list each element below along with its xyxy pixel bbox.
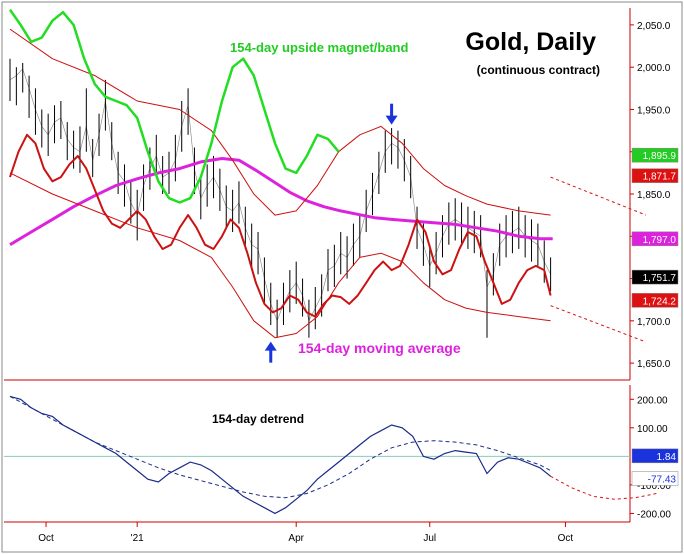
y-tick-label: 1,700.0 <box>637 317 671 328</box>
magnet-line <box>8 8 340 204</box>
chart-title: Gold, Daily <box>465 28 596 56</box>
detrend-panel: 200.00 100.00 -100.00 -200.00 1.84 -77.43 15… <box>4 385 679 523</box>
band_upper-line <box>9 28 551 216</box>
last-value-tag: 1.84 <box>631 448 679 464</box>
detrend_projection <box>550 475 657 500</box>
detrend_cycle-line <box>9 395 551 499</box>
price-line <box>9 68 551 322</box>
lower_projection <box>550 305 647 343</box>
chart-subtitle: (continuous contract) <box>477 63 600 77</box>
moving-average-annotation: 154-day moving average <box>298 340 461 356</box>
last-value-tag: 1,797.0 <box>631 231 679 247</box>
detrend-title: 154-day detrend <box>212 412 304 426</box>
last-value-label: 1,724.2 <box>643 296 677 307</box>
y-tick-label: 2,000.0 <box>637 63 671 74</box>
x-tick-label: Jul <box>423 533 436 544</box>
x-tick-label: '21 <box>131 533 144 544</box>
last-value-label: 1.84 <box>657 452 677 463</box>
last-value-box <box>631 168 679 183</box>
x-tick-label: Oct <box>38 533 54 544</box>
last-value-box <box>631 448 679 464</box>
y-tick-label: 1,950.0 <box>637 105 671 116</box>
last-value-box <box>631 231 679 247</box>
last-value-box <box>631 147 679 163</box>
last-value-tag: 1,895.9 <box>631 147 679 163</box>
last-value-tag: 1,871.7 <box>631 168 679 183</box>
cycle-line <box>9 133 552 318</box>
y-tick-label: -100.00 <box>637 481 671 492</box>
last-value-label: 1,751.7 <box>643 273 677 284</box>
low_arrow <box>264 341 277 363</box>
x-tick-label: Oct <box>558 533 574 544</box>
last-value-box <box>631 293 679 308</box>
arrow-head <box>385 115 398 125</box>
last-value-label: 1,895.9 <box>643 151 677 162</box>
y-tick-label: 100.00 <box>637 424 668 435</box>
y-tick-label: 1,850.0 <box>637 190 671 201</box>
y-tick-label: 2,050.0 <box>637 21 671 32</box>
last-value-box <box>631 269 679 285</box>
y-tick-label: 200.00 <box>637 395 668 406</box>
main-price-panel: 2,050.02,000.01,950.01,900.01,850.01,800… <box>4 8 679 381</box>
upper_projection <box>550 176 647 216</box>
last-value-label: 1,797.0 <box>643 235 677 246</box>
detrend-line <box>9 395 551 515</box>
last-value-label: 1,871.7 <box>643 172 677 183</box>
high_arrow <box>385 103 398 125</box>
y-tick-label: -200.00 <box>637 509 671 520</box>
magnet-band-annotation: 154-day upside magnet/band <box>230 40 408 55</box>
last-value-box <box>631 471 679 486</box>
arrow-head <box>264 341 277 351</box>
band_lower-line <box>9 172 551 339</box>
x-tick-label: Apr <box>288 533 304 544</box>
last-value-tag: 1,751.7 <box>631 269 679 285</box>
last-value-label: -77.43 <box>648 474 677 485</box>
ma154-line <box>9 157 553 246</box>
y-tick-label: 1,650.0 <box>637 359 671 370</box>
last-value-tag: -77.43 <box>631 471 679 486</box>
last-value-tag: 1,724.2 <box>631 293 679 308</box>
